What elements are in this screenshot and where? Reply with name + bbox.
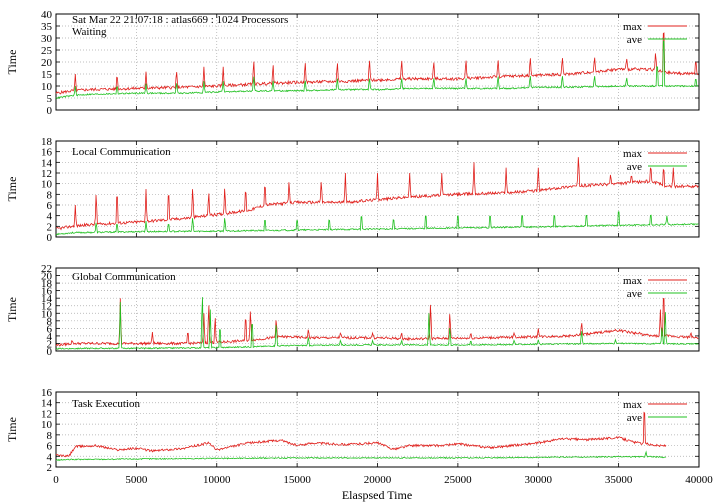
waiting-legend-label-ave: ave bbox=[627, 34, 642, 46]
local-communication-legend-label-ave: ave bbox=[627, 161, 642, 173]
global-communication-y-tick-label: 6 bbox=[47, 323, 53, 335]
waiting-y-tick-label: 20 bbox=[41, 57, 53, 69]
waiting-y-tick-label: 25 bbox=[41, 45, 53, 57]
waiting-panel-title: Waiting bbox=[72, 26, 107, 38]
waiting-y-tick-label: 15 bbox=[41, 69, 53, 81]
x-tick-label: 15000 bbox=[283, 474, 311, 486]
global-communication-legend-label-ave: ave bbox=[627, 288, 642, 300]
global-communication-y-tick-label: 8 bbox=[47, 316, 53, 328]
local-communication-panel-title: Local Communication bbox=[72, 146, 171, 158]
local-communication-y-tick-label: 6 bbox=[47, 200, 53, 212]
global-communication-legend-label-max: max bbox=[623, 275, 642, 287]
local-communication-y-tick-label: 12 bbox=[41, 168, 52, 180]
global-communication-y-tick-label: 4 bbox=[47, 331, 53, 343]
local-communication-series-max bbox=[55, 157, 699, 231]
task-execution-legend-label-ave: ave bbox=[627, 412, 642, 424]
task-execution-legend-label-max: max bbox=[623, 399, 642, 411]
x-axis-label: Elaspsed Time bbox=[342, 488, 412, 502]
x-tick-label: 40000 bbox=[685, 474, 713, 486]
task-execution-y-tick-label: 10 bbox=[41, 419, 53, 431]
local-communication-y-tick-label: 10 bbox=[41, 179, 53, 191]
waiting-y-axis-label: Time bbox=[5, 50, 19, 75]
figure-header: Sat Mar 22 21:07:18 : atlas669 : 1024 Pr… bbox=[72, 14, 288, 26]
local-communication-y-tick-label: 0 bbox=[47, 232, 53, 244]
waiting-y-tick-label: 30 bbox=[41, 33, 53, 45]
global-communication-panel-title: Global Communication bbox=[72, 271, 176, 283]
waiting-y-tick-label: 10 bbox=[41, 81, 53, 93]
local-communication-y-tick-label: 18 bbox=[41, 136, 53, 148]
task-execution-y-axis-label: Time bbox=[5, 417, 19, 442]
task-execution-series-max bbox=[55, 411, 667, 458]
task-execution-y-tick-label: 6 bbox=[47, 441, 53, 453]
local-communication-y-axis-label: Time bbox=[5, 177, 19, 202]
local-communication-series-ave bbox=[55, 211, 699, 236]
task-execution-y-tick-label: 4 bbox=[47, 451, 53, 463]
x-tick-label: 20000 bbox=[364, 474, 392, 486]
waiting-y-tick-label: 0 bbox=[47, 105, 53, 117]
x-tick-label: 30000 bbox=[525, 474, 553, 486]
task-execution-y-tick-label: 2 bbox=[47, 462, 53, 474]
waiting-y-tick-label: 5 bbox=[47, 93, 53, 105]
task-execution-series-ave bbox=[55, 450, 667, 462]
x-tick-label: 0 bbox=[53, 474, 59, 486]
global-communication-series-max bbox=[55, 298, 699, 347]
global-communication-series-ave bbox=[55, 297, 699, 350]
task-execution-y-tick-label: 12 bbox=[41, 408, 52, 420]
local-communication-y-tick-label: 2 bbox=[47, 221, 53, 233]
global-communication-y-tick-label: 20 bbox=[41, 271, 53, 283]
local-communication-y-tick-label: 4 bbox=[47, 211, 53, 223]
local-communication-legend-label-max: max bbox=[623, 148, 642, 160]
global-communication-y-tick-label: 14 bbox=[41, 293, 53, 305]
global-communication-y-tick-label: 16 bbox=[41, 286, 53, 298]
local-communication-y-tick-label: 16 bbox=[41, 147, 53, 159]
x-tick-label: 5000 bbox=[125, 474, 148, 486]
waiting-series-max bbox=[55, 32, 699, 95]
global-communication-y-tick-label: 10 bbox=[41, 308, 53, 320]
global-communication-y-tick-label: 2 bbox=[47, 338, 53, 350]
global-communication-y-tick-label: 0 bbox=[47, 346, 53, 358]
waiting-y-tick-label: 40 bbox=[41, 9, 53, 21]
task-execution-panel-title: Task Execution bbox=[72, 398, 140, 410]
waiting-y-tick-label: 35 bbox=[41, 21, 53, 33]
x-tick-label: 10000 bbox=[203, 474, 231, 486]
waiting-legend-label-max: max bbox=[623, 21, 642, 33]
x-tick-label: 35000 bbox=[605, 474, 633, 486]
task-execution-y-tick-label: 14 bbox=[41, 398, 53, 410]
task-execution-y-tick-label: 8 bbox=[47, 430, 53, 442]
local-communication-y-tick-label: 14 bbox=[41, 157, 53, 169]
task-execution-y-tick-label: 16 bbox=[41, 387, 53, 399]
waiting-series-ave bbox=[55, 40, 699, 100]
global-communication-y-tick-label: 12 bbox=[41, 301, 52, 313]
global-communication-y-tick-label: 18 bbox=[41, 278, 53, 290]
global-communication-y-tick-label: 22 bbox=[41, 263, 52, 275]
x-tick-label: 25000 bbox=[444, 474, 472, 486]
global-communication-y-axis-label: Time bbox=[5, 297, 19, 322]
local-communication-y-tick-label: 8 bbox=[47, 189, 53, 201]
